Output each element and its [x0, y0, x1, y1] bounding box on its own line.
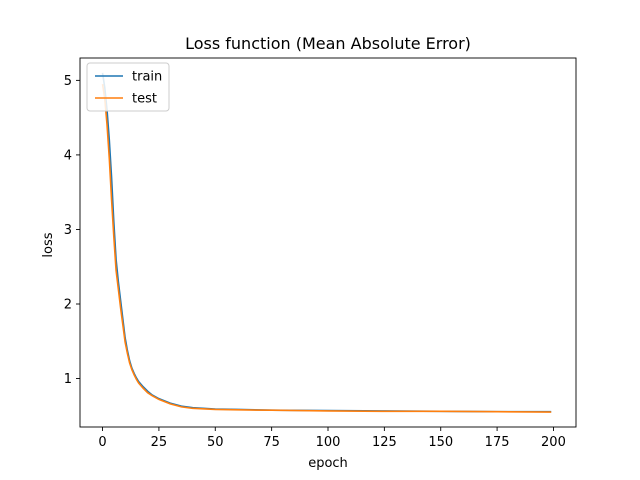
x-tick-label: 175 — [485, 435, 510, 450]
x-tick-label: 0 — [98, 435, 106, 450]
legend-box — [86, 62, 170, 112]
x-tick-label: 25 — [151, 435, 168, 450]
legend-label-train: train — [132, 70, 162, 85]
y-tick-label: 4 — [64, 148, 72, 163]
legend-label-test: test — [132, 92, 157, 107]
x-tick-label: 125 — [372, 435, 397, 450]
series-line-test — [101, 83, 552, 413]
y-tick-label: 2 — [64, 298, 72, 313]
y-tick-label: 3 — [64, 223, 72, 238]
x-tick-label: 50 — [207, 435, 224, 450]
y-tick-label: 1 — [64, 372, 72, 387]
chart-title: Loss function (Mean Absolute Error) — [185, 34, 471, 53]
x-axis-label: epoch — [308, 456, 348, 471]
x-tick-label: 100 — [316, 435, 341, 450]
x-tick-label: 75 — [263, 435, 280, 450]
plot-area: 0 25 50 75 100 125 150 175 200 1 2 3 4 5 train test — [64, 57, 577, 450]
x-tick-label: 150 — [428, 435, 453, 450]
x-tick-label: 200 — [541, 435, 566, 450]
y-axis-label: loss — [41, 232, 56, 257]
y-tick-label: 5 — [64, 74, 72, 89]
legend: train test — [86, 62, 170, 112]
